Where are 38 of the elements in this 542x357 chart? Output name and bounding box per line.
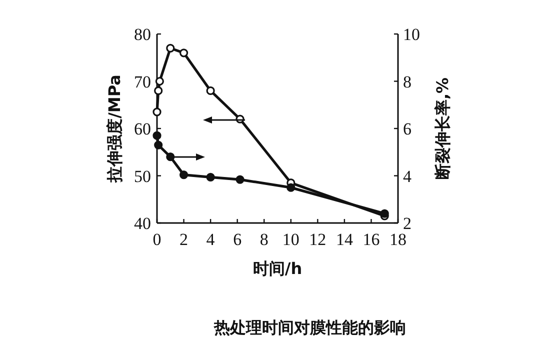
- x-tick-label: 6: [233, 230, 242, 249]
- point: [166, 44, 175, 52]
- y2-axis-title: 断裂伸长率,%: [433, 77, 452, 180]
- x-tick-label: 4: [206, 230, 216, 249]
- point: [154, 140, 163, 150]
- x-axis-title: 时间/h: [252, 259, 302, 278]
- point: [286, 183, 296, 192]
- point: [179, 170, 188, 180]
- point: [166, 152, 175, 162]
- y2-tick-label: 10: [403, 25, 420, 44]
- x-tick-label: 18: [390, 230, 406, 249]
- point: [236, 175, 244, 184]
- y-tick-label: 70: [134, 72, 151, 92]
- x-tick-label: 8: [260, 230, 268, 249]
- point: [152, 108, 162, 116]
- y-axis-title: 拉伸强度/MPa: [105, 74, 124, 184]
- y2-tick-label: 2: [403, 214, 412, 233]
- point: [179, 48, 188, 58]
- point: [380, 209, 389, 218]
- point: [152, 131, 162, 140]
- y-tick-label: 40: [134, 214, 151, 233]
- y-tick-label: 50: [134, 166, 151, 186]
- y2-tick-label: 6: [403, 120, 412, 138]
- point: [206, 172, 215, 182]
- x-tick-label: 14: [336, 230, 354, 249]
- y-tick-label: 60: [134, 120, 151, 138]
- y-tick-label: 80: [134, 25, 151, 44]
- point: [155, 76, 164, 86]
- x-tick-label: 2: [180, 230, 188, 249]
- y2-tick-label: 4: [403, 166, 412, 186]
- text: 热处理时间对膜性能的影响: [213, 318, 406, 337]
- x-tick-label: 0: [152, 230, 162, 249]
- x-tick-label: 12: [309, 230, 326, 249]
- x-tick-label: 16: [362, 230, 380, 249]
- point: [206, 86, 215, 95]
- x-tick-label: 10: [282, 230, 300, 249]
- point: [154, 86, 163, 95]
- y2-tick-label: 8: [403, 72, 412, 92]
